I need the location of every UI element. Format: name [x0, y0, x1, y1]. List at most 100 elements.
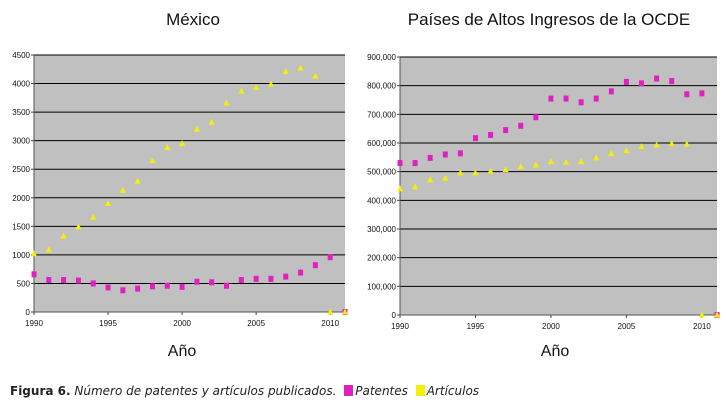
data-point-articulos-mexico	[149, 157, 156, 164]
data-point-patentes-mexico	[164, 282, 170, 289]
data-point-patentes-ocde	[608, 88, 614, 95]
data-point-patentes-mexico	[46, 277, 52, 284]
data-point-patentes-mexico	[31, 271, 37, 278]
y-tick-label-mexico: 1500	[12, 222, 30, 231]
x-tick-label-mexico: 1995	[99, 319, 117, 328]
data-point-patentes-ocde	[639, 80, 645, 87]
x-tick-label-mexico: 2010	[321, 319, 339, 328]
data-point-articulos-ocde	[668, 140, 675, 147]
data-point-patentes-ocde	[457, 150, 463, 157]
data-point-articulos-ocde	[427, 176, 434, 183]
data-point-patentes-ocde	[563, 95, 569, 102]
data-point-articulos-mexico	[282, 68, 289, 75]
data-point-articulos-mexico	[208, 118, 215, 125]
data-point-patentes-ocde	[488, 131, 494, 138]
data-point-articulos-mexico	[223, 99, 230, 106]
data-point-patentes-ocde	[669, 78, 675, 85]
legend-label-articulos: Artículos	[426, 384, 480, 398]
y-tick-label-mexico: 2500	[12, 165, 30, 174]
y-tick-label-ocde: 500,000	[367, 168, 396, 177]
data-point-articulos-mexico	[134, 177, 141, 184]
caption-text: Número de patentes y artículos publicado…	[74, 384, 337, 398]
y-tick-label-mexico: 0	[26, 308, 31, 317]
data-point-articulos-ocde	[563, 158, 570, 165]
data-point-articulos-mexico	[164, 144, 171, 151]
data-point-articulos-mexico	[342, 308, 348, 315]
data-point-patentes-mexico	[90, 280, 96, 287]
data-point-articulos-mexico	[119, 186, 126, 193]
data-point-articulos-mexico	[45, 246, 52, 253]
data-point-patentes-mexico	[253, 275, 259, 282]
y-tick-label-ocde: 600,000	[367, 139, 396, 148]
data-point-articulos-mexico	[193, 125, 200, 132]
data-point-articulos-ocde	[457, 169, 464, 176]
data-point-patentes-mexico	[224, 282, 230, 289]
figure-caption: Figura 6. Número de patentes y artículos…	[10, 384, 479, 398]
plot-area-mexico	[34, 55, 345, 312]
x-axis-label-mexico: Año	[167, 343, 197, 360]
data-point-articulos-mexico	[253, 84, 260, 91]
data-point-articulos-ocde	[442, 174, 449, 181]
data-point-patentes-ocde	[593, 95, 599, 102]
chart-title-ocde: Países de Altos Ingresos de la OCDE	[407, 10, 691, 29]
y-tick-label-mexico: 500	[17, 279, 31, 288]
y-tick-label-ocde: 400,000	[367, 196, 396, 205]
data-point-articulos-mexico	[90, 213, 97, 220]
data-point-articulos-ocde	[638, 142, 645, 149]
data-point-patentes-ocde	[472, 135, 478, 142]
data-point-articulos-mexico	[312, 72, 319, 79]
data-point-patentes-mexico	[312, 262, 318, 269]
data-point-articulos-ocde	[532, 161, 539, 168]
data-point-articulos-ocde	[698, 311, 705, 318]
data-point-articulos-ocde	[683, 140, 690, 147]
y-tick-label-mexico: 3500	[12, 108, 30, 117]
y-tick-label-mexico: 2000	[12, 194, 30, 203]
y-tick-label-ocde: 200,000	[367, 254, 396, 263]
data-point-patentes-mexico	[75, 277, 81, 284]
data-point-articulos-ocde	[608, 150, 615, 157]
x-tick-label-ocde: 2000	[542, 322, 560, 331]
y-tick-label-mexico: 3000	[12, 137, 30, 146]
data-point-articulos-mexico	[75, 223, 82, 230]
x-tick-label-mexico: 2000	[173, 319, 191, 328]
data-point-patentes-ocde	[548, 95, 554, 102]
caption-figure-number: Figura 6.	[10, 384, 71, 398]
data-point-articulos-ocde	[578, 158, 585, 165]
data-point-articulos-mexico	[238, 87, 245, 94]
x-tick-label-ocde: 2010	[693, 322, 711, 331]
y-tick-label-ocde: 300,000	[367, 225, 396, 234]
y-tick-label-ocde: 800,000	[367, 82, 396, 91]
charts-canvas: 0 500 1000 1500 2000 2500 3000 3500 4000 4500 1990…	[12, 51, 720, 331]
x-tick-label-mexico: 1990	[25, 319, 43, 328]
chart-title-mexico: México	[166, 10, 220, 29]
data-point-patentes-mexico	[327, 254, 333, 261]
data-point-articulos-ocde	[714, 311, 720, 318]
plot-area-ocde	[400, 57, 717, 315]
y-tick-label-ocde: 0	[392, 311, 397, 320]
data-point-patentes-ocde	[684, 91, 690, 98]
data-point-articulos-ocde	[412, 183, 419, 190]
data-point-patentes-ocde	[518, 122, 524, 129]
data-point-articulos-ocde	[547, 158, 554, 165]
data-point-articulos-mexico	[297, 64, 304, 71]
x-tick-label-ocde: 2005	[618, 322, 636, 331]
legend-swatch-patentes	[344, 385, 354, 396]
data-point-articulos-mexico	[31, 250, 37, 257]
data-point-patentes-ocde	[699, 90, 705, 97]
data-point-patentes-ocde	[533, 114, 539, 121]
data-point-patentes-mexico	[209, 279, 215, 286]
data-point-patentes-mexico	[283, 273, 289, 280]
data-point-patentes-mexico	[238, 277, 244, 284]
data-point-patentes-mexico	[298, 269, 304, 276]
legend-label-patentes: Patentes	[355, 384, 408, 398]
y-tick-label-mexico: 1000	[12, 251, 30, 260]
y-tick-label-mexico: 4000	[12, 80, 30, 89]
y-tick-label-ocde: 900,000	[367, 53, 396, 62]
legend-swatch-articulos	[415, 385, 425, 396]
data-point-articulos-ocde	[593, 154, 600, 161]
data-point-patentes-mexico	[194, 278, 200, 285]
data-point-patentes-ocde	[397, 160, 403, 167]
y-tick-label-ocde: 100,000	[367, 282, 396, 291]
data-point-patentes-ocde	[654, 75, 660, 82]
data-point-articulos-mexico	[105, 199, 112, 206]
